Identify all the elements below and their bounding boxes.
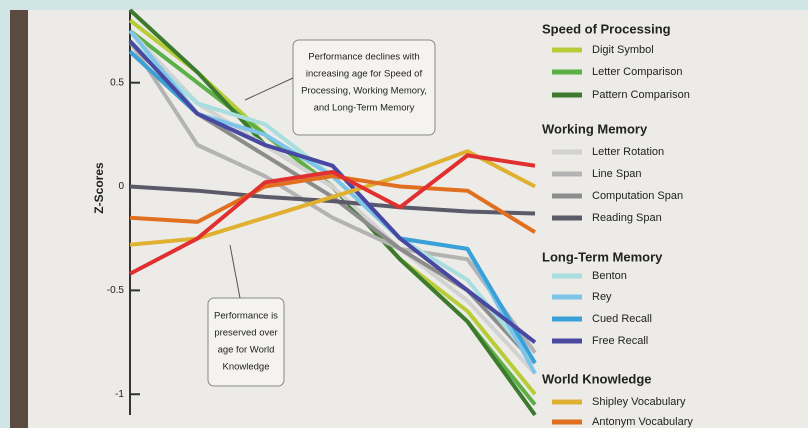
annotation-text: and Long-Term Memory <box>314 103 415 114</box>
series-line <box>129 153 536 276</box>
annotation-text: age for World <box>218 345 275 356</box>
y-tick-label: 0.5 <box>110 77 124 88</box>
series-line <box>128 39 537 344</box>
legend-label: Pattern Comparison <box>592 89 690 101</box>
legend-label: Digit Symbol <box>592 44 654 56</box>
series-line <box>129 184 536 216</box>
legend-label: Letter Comparison <box>592 66 683 78</box>
legend-label: Cued Recall <box>592 313 652 325</box>
y-axis-label: Z-Scores <box>92 162 106 214</box>
annotation-text: Performance declines with <box>308 52 419 63</box>
screen-edge <box>10 10 28 428</box>
legend-label: Rey <box>592 291 612 303</box>
series-line <box>128 40 537 354</box>
annotation-arrow <box>244 77 294 101</box>
legend-label: Shipley Vocabulary <box>592 396 686 408</box>
annotation-text: Processing, Working Memory, <box>301 86 427 97</box>
legend-label: Letter Rotation <box>592 146 664 158</box>
annotation-box <box>207 297 285 387</box>
legend-label: Computation Span <box>592 190 683 202</box>
annotation-text: Performance is <box>214 311 278 322</box>
legend-group-title: Speed of Processing <box>542 21 671 36</box>
legend-label: Benton <box>592 270 627 282</box>
y-tick-label: -0.5 <box>107 285 125 296</box>
legend-label: Free Recall <box>592 335 648 347</box>
legend-group-title: World Knowledge <box>542 371 652 386</box>
series-line <box>129 174 537 234</box>
annotation-text: preserved over <box>214 328 277 339</box>
legend-group-title: Working Memory <box>542 121 648 136</box>
y-tick-label: 0 <box>118 181 124 192</box>
annotation-arrow <box>229 244 241 299</box>
annotation-text: Knowledge <box>222 362 269 373</box>
legend-group-title: Long-Term Memory <box>542 249 663 264</box>
legend-label: Antonym Vocabulary <box>592 416 693 428</box>
legend-label: Line Span <box>592 168 642 180</box>
y-tick-label: -1 <box>115 389 124 400</box>
annotation-text: increasing age for Speed of <box>306 69 423 80</box>
legend-label: Reading Span <box>592 212 662 224</box>
annotation-box <box>292 39 436 136</box>
